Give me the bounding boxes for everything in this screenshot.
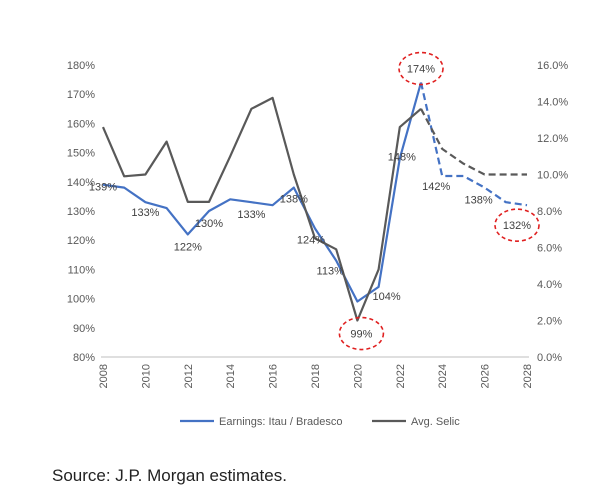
data-label: 138% xyxy=(465,195,493,207)
data-label: 122% xyxy=(174,241,202,253)
highlight-circle xyxy=(494,208,540,242)
y-right-tick-label: 0.0% xyxy=(537,352,562,364)
x-tick-label: 2024 xyxy=(437,364,449,388)
y-right-tick-label: 2.0% xyxy=(537,316,562,328)
y-right-tick-label: 12.0% xyxy=(537,133,568,145)
data-label: 124% xyxy=(297,235,325,247)
y-left-tick-label: 90% xyxy=(73,323,95,335)
data-label: 174% xyxy=(407,64,435,76)
x-tick-label: 2008 xyxy=(98,364,110,388)
y-left-tick-label: 130% xyxy=(67,206,95,218)
data-label: 139% xyxy=(89,182,117,194)
x-tick-label: 2020 xyxy=(352,364,364,388)
y-right-tick-label: 16.0% xyxy=(537,60,568,72)
x-tick-label: 2014 xyxy=(225,364,237,388)
x-tick-label: 2028 xyxy=(522,364,534,388)
data-label: 113% xyxy=(317,266,345,278)
axes: 80% 90% 100% 110% 120% 130% 140% 150% 160% 170% 18… xyxy=(67,60,569,388)
x-tick-label: 2010 xyxy=(140,364,152,388)
data-label: 104% xyxy=(373,291,401,303)
y-left-tick-label: 120% xyxy=(67,235,95,247)
series-line-actual xyxy=(101,96,422,322)
data-label: 130% xyxy=(195,218,223,230)
y-left-tick-label: 170% xyxy=(67,89,95,101)
x-tick-label: 2026 xyxy=(480,364,492,388)
data-label: 148% xyxy=(388,151,416,163)
y-right-tick-label: 6.0% xyxy=(537,243,562,255)
data-label: 133% xyxy=(237,209,265,221)
data-label: 138% xyxy=(280,194,308,206)
legend: Earnings: Itau / Bradesco Avg. Selic xyxy=(180,416,460,428)
data-label: 133% xyxy=(131,207,159,219)
data-labels: 139% 133% 122% 130% 133% 138% 124% 113% 99% 104% 1… xyxy=(89,51,540,351)
y-left-tick-label: 100% xyxy=(67,294,95,306)
y-left-tick-label: 80% xyxy=(73,352,95,364)
series-lines xyxy=(101,82,528,322)
legend-label: Avg. Selic xyxy=(411,416,460,428)
y-right-tick-label: 4.0% xyxy=(537,279,562,291)
y-right-tick-label: 14.0% xyxy=(537,97,568,109)
x-tick-label: 2012 xyxy=(183,364,195,388)
y-left-tick-label: 110% xyxy=(68,264,96,276)
highlight-circle xyxy=(398,51,444,86)
y-left-tick-label: 180% xyxy=(67,60,95,72)
x-tick-label: 2018 xyxy=(310,364,322,388)
y-left-tick-label: 160% xyxy=(67,118,95,130)
series-line-actual xyxy=(102,82,423,303)
y-left-tick-label: 140% xyxy=(67,177,95,189)
y-left-tick-label: 150% xyxy=(67,148,95,160)
chart: 80% 90% 100% 110% 120% 130% 140% 150% 160% 170% 18… xyxy=(67,51,569,428)
x-tick-label: 2016 xyxy=(268,364,280,388)
series-line-forecast xyxy=(419,82,528,207)
legend-label: Earnings: Itau / Bradesco xyxy=(219,416,343,428)
x-tick-label: 2022 xyxy=(395,364,407,388)
y-right-tick-label: 10.0% xyxy=(537,170,568,182)
data-label: 99% xyxy=(350,329,372,341)
data-label: 132% xyxy=(503,220,531,232)
highlight-circle xyxy=(338,316,385,351)
source-note: Source: J.P. Morgan estimates. xyxy=(52,466,287,485)
y-right-tick-label: 8.0% xyxy=(537,206,562,218)
series-line-forecast xyxy=(420,108,527,176)
data-label: 142% xyxy=(422,181,450,193)
